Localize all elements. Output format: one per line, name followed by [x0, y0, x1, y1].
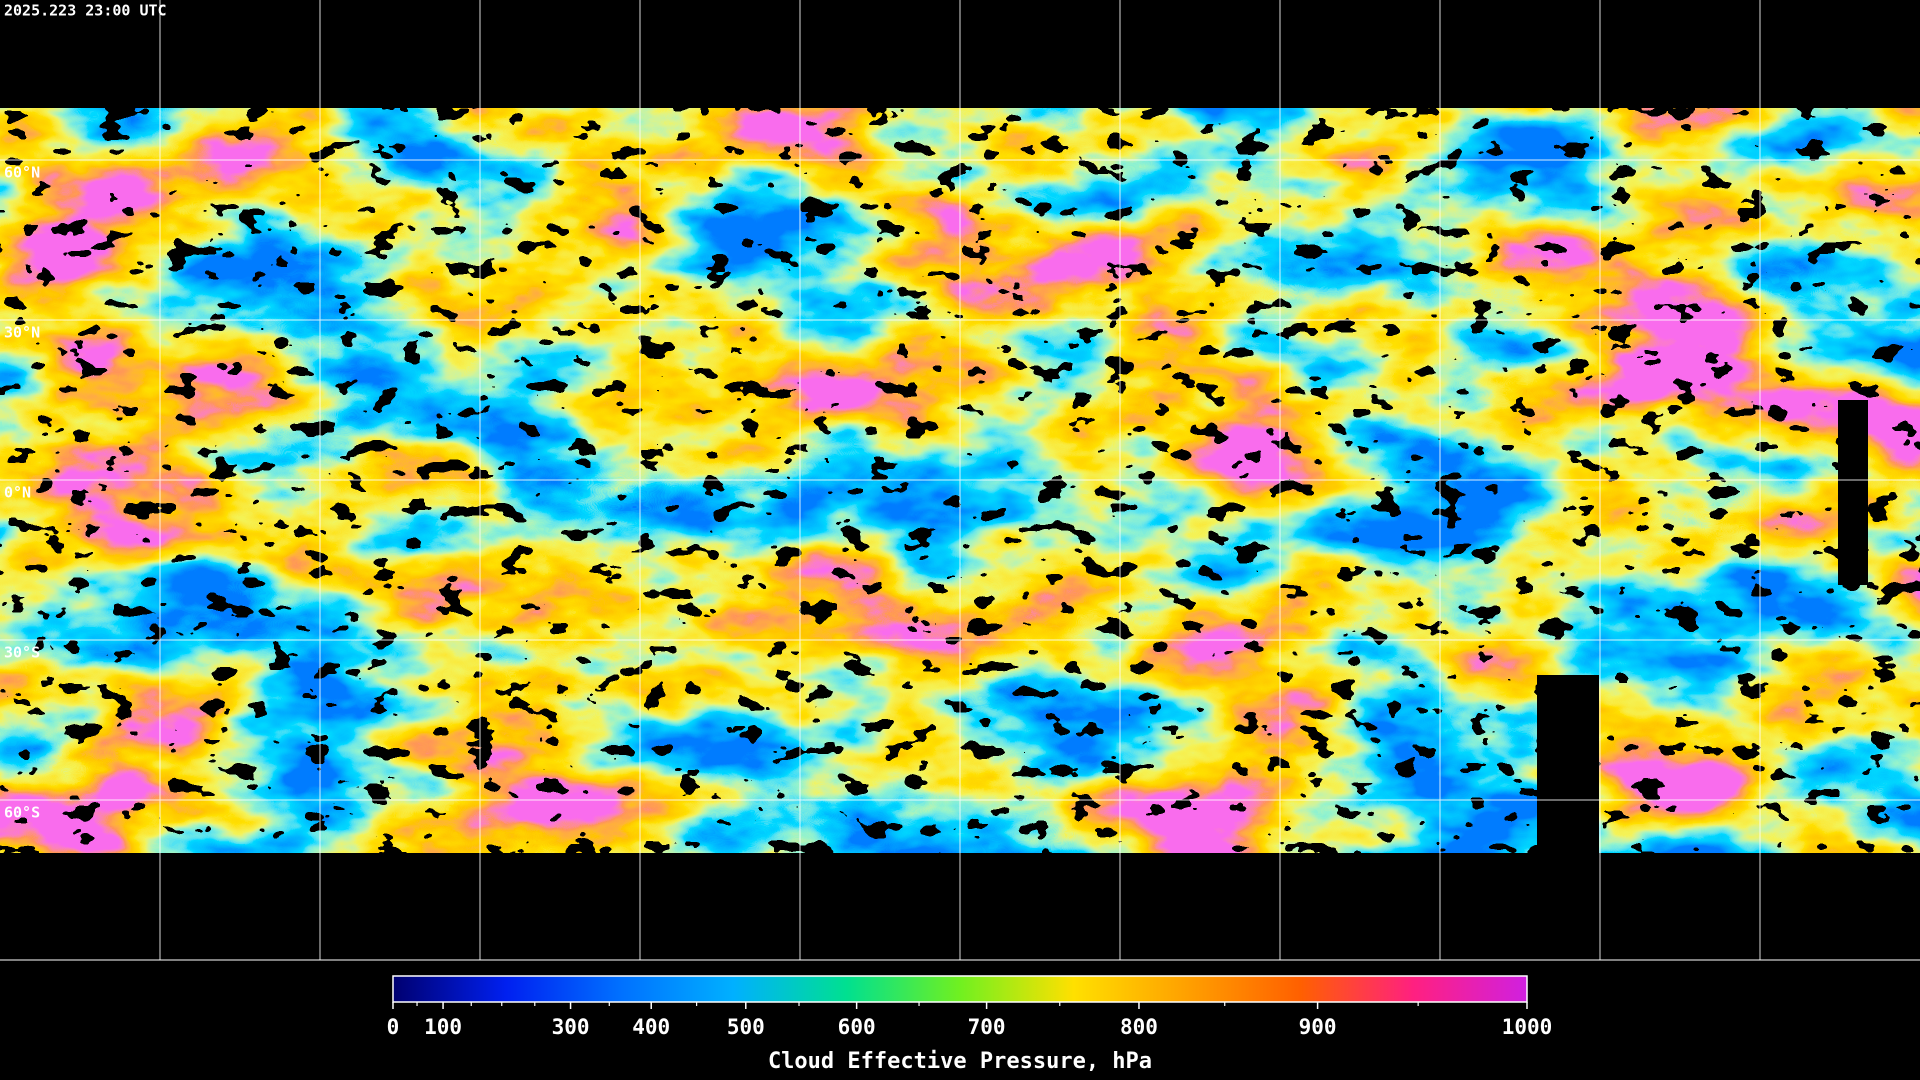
lat-label: 30°S [4, 644, 40, 662]
graticule [0, 0, 1920, 960]
colorbar-tick-label: 800 [1120, 1015, 1158, 1039]
colorbar-title: Cloud Effective Pressure, hPa [768, 1049, 1152, 1074]
colorbar-tick-label: 500 [727, 1015, 765, 1039]
colorbar [392, 975, 1528, 1003]
timestamp: 2025.223 23:00 UTC [4, 2, 167, 20]
colorbar-tick-label: 700 [968, 1015, 1006, 1039]
data-gap [1537, 675, 1599, 855]
lat-labels: 60°N 30°N 0°N 30°S 60°S [4, 164, 40, 822]
colorbar-tick-label: 600 [838, 1015, 876, 1039]
lat-label: 60°N [4, 164, 40, 182]
colorbar-tick-label: 300 [552, 1015, 590, 1039]
colorbar-axis: 0 100 300 400 500 600 700 800 900 1000 [387, 1002, 1553, 1039]
colorbar-tick-label: 0 [387, 1015, 400, 1039]
lat-label: 0°N [4, 484, 31, 502]
colorbar-tick-label: 900 [1299, 1015, 1337, 1039]
colorbar-tick-label: 1000 [1502, 1015, 1553, 1039]
lat-label: 60°S [4, 804, 40, 822]
data-gap [1838, 400, 1868, 585]
colorbar-tick-label: 400 [632, 1015, 670, 1039]
lat-label: 30°N [4, 324, 40, 342]
colorbar-tick-label: 100 [424, 1015, 462, 1039]
